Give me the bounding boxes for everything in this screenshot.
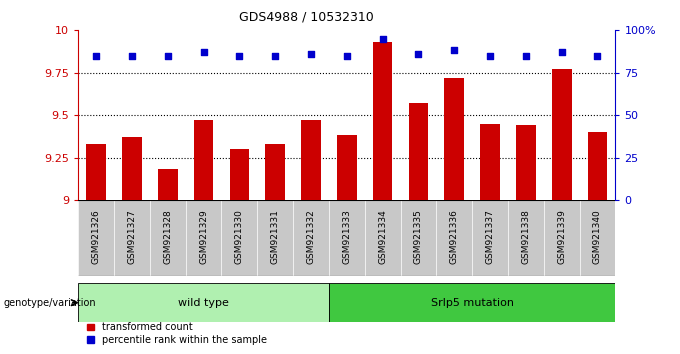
Bar [445,78,464,200]
Bar [409,103,428,200]
Point [520,53,531,58]
Bar [364,200,401,276]
Point [234,53,245,58]
Text: GDS4988 / 10532310: GDS4988 / 10532310 [239,11,373,24]
Point [413,51,424,57]
Point [449,48,460,53]
Point [163,53,173,58]
Text: GSM921327: GSM921327 [127,209,137,264]
Point [305,51,316,57]
Bar [230,149,249,200]
Text: GSM921337: GSM921337 [486,209,494,264]
Text: GSM921332: GSM921332 [307,209,316,264]
Bar [544,200,579,276]
Bar [78,283,329,322]
Bar [265,144,285,200]
Bar [114,200,150,276]
Point [198,49,209,55]
Bar [337,136,356,200]
Text: GSM921333: GSM921333 [342,209,352,264]
Point [270,53,281,58]
Bar [122,137,141,200]
Bar [301,120,321,200]
Bar [579,200,615,276]
Bar [437,200,472,276]
Bar [472,200,508,276]
Point [341,53,352,58]
Bar [257,200,293,276]
Bar [158,170,177,200]
Bar [194,120,214,200]
Text: GSM921335: GSM921335 [414,209,423,264]
Text: wild type: wild type [178,298,229,308]
Bar [150,200,186,276]
Bar [588,132,607,200]
Text: genotype/variation: genotype/variation [3,298,96,308]
Point [485,53,496,58]
Bar [222,200,257,276]
Text: GSM921330: GSM921330 [235,209,244,264]
Text: GSM921334: GSM921334 [378,209,387,264]
Bar [78,200,114,276]
Bar [86,144,106,200]
Point [126,53,137,58]
Bar [329,283,615,322]
Point [377,36,388,41]
Bar [329,200,364,276]
Text: GSM921328: GSM921328 [163,209,172,264]
Bar [480,124,500,200]
Bar [186,200,222,276]
Bar [401,200,437,276]
Text: GSM921338: GSM921338 [522,209,530,264]
Bar [516,125,536,200]
Text: GSM921340: GSM921340 [593,209,602,264]
Point [556,49,567,55]
Point [90,53,101,58]
Bar [508,200,544,276]
Bar [373,42,392,200]
Text: Srlp5 mutation: Srlp5 mutation [430,298,513,308]
Text: GSM921331: GSM921331 [271,209,279,264]
Bar [552,69,571,200]
Text: GSM921329: GSM921329 [199,209,208,264]
Legend: transformed count, percentile rank within the sample: transformed count, percentile rank withi… [83,319,271,349]
Point [592,53,603,58]
Bar [293,200,329,276]
Text: GSM921336: GSM921336 [449,209,459,264]
Text: GSM921339: GSM921339 [557,209,566,264]
Text: GSM921326: GSM921326 [92,209,101,264]
